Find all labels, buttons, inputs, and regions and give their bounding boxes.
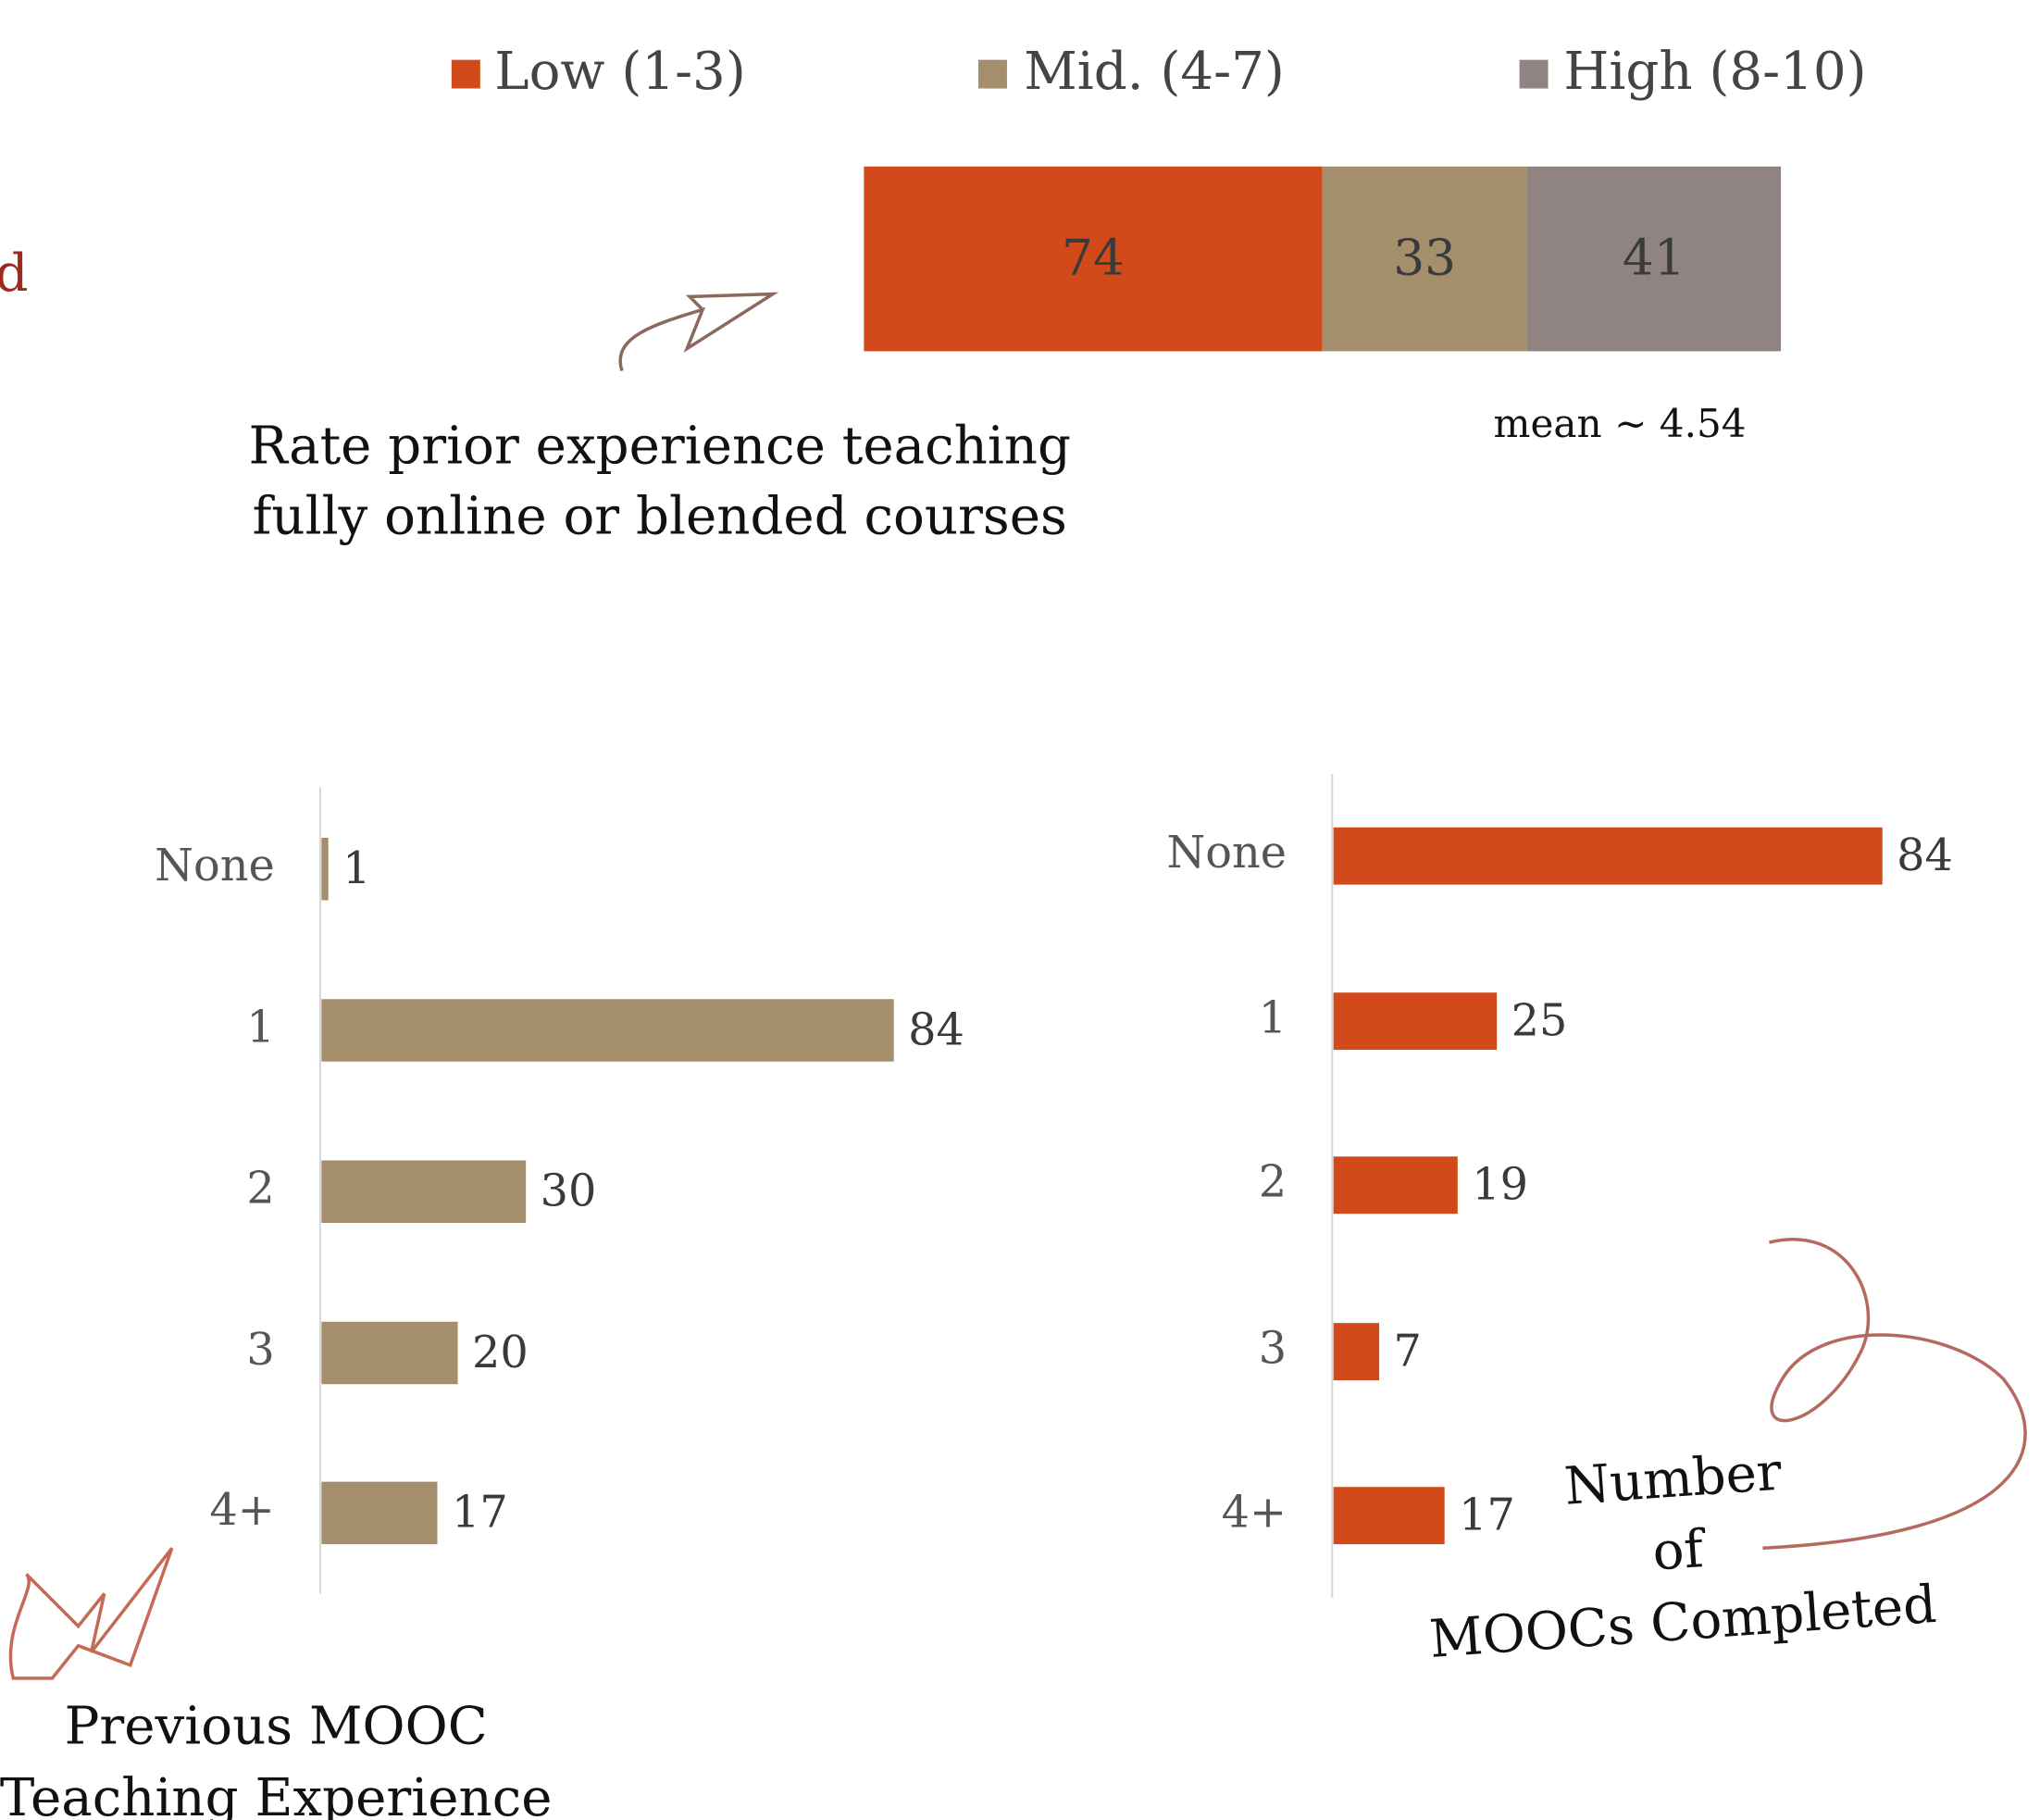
chart-title: of <box>1650 1519 1709 1583</box>
bar <box>321 1321 458 1385</box>
data-label: 17 <box>1459 1490 1515 1540</box>
data-label: 41 <box>1623 228 1685 286</box>
data-label: 25 <box>1511 995 1568 1046</box>
chart-title: Number <box>1562 1442 1784 1517</box>
legend-swatch <box>978 59 1007 89</box>
chart-title: Rate prior experience teaching <box>248 417 1071 477</box>
data-label: 30 <box>541 1166 597 1217</box>
bar-segment <box>864 166 1323 352</box>
chart-title: MOOCs Completed <box>1427 1575 1938 1670</box>
legend-label: Low (1-3) <box>494 42 745 102</box>
category-label: 2 <box>1259 1157 1287 1208</box>
bar <box>1333 992 1498 1051</box>
chart-title: Teaching Experience <box>0 1768 552 1820</box>
annotation: mean ~ 4.54 <box>1494 401 1747 446</box>
category-label: 3 <box>246 1325 274 1376</box>
data-label: 74 <box>1062 228 1125 286</box>
data-label: 84 <box>1897 830 1953 881</box>
edge-text: d <box>0 243 29 304</box>
category-label: None <box>1166 828 1287 879</box>
arrow-decoration <box>8 292 2027 1680</box>
chart-title: Previous MOOC <box>65 1697 488 1757</box>
legend-swatch <box>451 59 480 89</box>
data-label: 33 <box>1393 228 1456 286</box>
data-label: 7 <box>1394 1326 1422 1377</box>
bar <box>1333 1323 1380 1381</box>
bar <box>1333 827 1883 885</box>
bar <box>321 999 894 1062</box>
category-label: 1 <box>246 1002 274 1053</box>
category-label: 1 <box>1259 993 1287 1044</box>
bar-segment <box>1322 166 1527 352</box>
category-label: 4+ <box>209 1485 274 1536</box>
legend-label: Mid. (4-7) <box>1024 42 1285 102</box>
legend-label: High (8-10) <box>1563 42 1866 102</box>
bar <box>1333 1156 1458 1215</box>
bar-segment <box>1526 166 1782 352</box>
data-label: 19 <box>1472 1160 1528 1211</box>
category-label: 2 <box>246 1164 274 1215</box>
chart-title-group: Previous MOOC Teaching Experience <box>0 1697 552 1820</box>
category-label: None <box>155 841 275 891</box>
bar <box>321 1160 527 1223</box>
legend-swatch <box>1519 59 1549 89</box>
data-label: 1 <box>342 843 370 894</box>
bar <box>1333 1487 1445 1545</box>
chart-title: fully online or blended courses <box>253 487 1067 547</box>
category-label: 3 <box>1259 1324 1287 1375</box>
data-label: 20 <box>472 1328 529 1378</box>
category-label: 4+ <box>1222 1488 1287 1539</box>
data-label: 17 <box>452 1488 508 1539</box>
data-label: 84 <box>908 1004 964 1055</box>
bar <box>321 838 329 901</box>
bar <box>321 1481 438 1545</box>
